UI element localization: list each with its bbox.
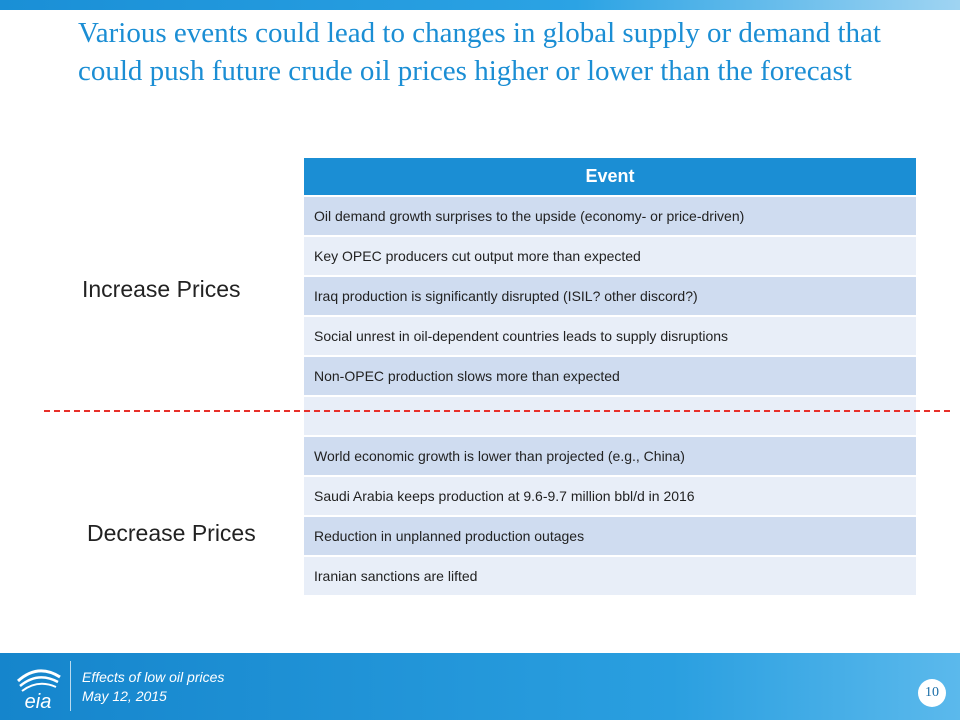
table-spacer-row bbox=[304, 396, 916, 437]
event-cell: Iraq production is significantly disrupt… bbox=[304, 276, 916, 317]
top-accent-bar bbox=[0, 0, 960, 10]
event-cell: Oil demand growth surprises to the upsid… bbox=[304, 196, 916, 237]
increase-prices-label: Increase Prices bbox=[82, 276, 241, 302]
footer-separator bbox=[70, 661, 71, 711]
decrease-prices-label: Decrease Prices bbox=[87, 520, 256, 546]
event-column-header: Event bbox=[304, 158, 916, 197]
event-table: Event Oil demand growth surprises to the… bbox=[304, 158, 916, 597]
table-row: Saudi Arabia keeps production at 9.6-9.7… bbox=[304, 476, 916, 517]
event-cell: Iranian sanctions are lifted bbox=[304, 556, 916, 597]
event-cell: Non-OPEC production slows more than expe… bbox=[304, 356, 916, 397]
table-row: Non-OPEC production slows more than expe… bbox=[304, 356, 916, 397]
increase-decrease-divider bbox=[44, 410, 950, 412]
footer-topic: Effects of low oil prices bbox=[82, 669, 225, 685]
table-row: Iraq production is significantly disrupt… bbox=[304, 276, 916, 317]
event-cell: Key OPEC producers cut output more than … bbox=[304, 236, 916, 277]
event-cell: Saudi Arabia keeps production at 9.6-9.7… bbox=[304, 476, 916, 517]
event-cell: World economic growth is lower than proj… bbox=[304, 436, 916, 477]
event-cell: Reduction in unplanned production outage… bbox=[304, 516, 916, 557]
spacer-cell bbox=[304, 396, 916, 437]
table-row: Iranian sanctions are lifted bbox=[304, 556, 916, 597]
slide-title: Various events could lead to changes in … bbox=[78, 17, 881, 87]
table-row: Oil demand growth surprises to the upsid… bbox=[304, 196, 916, 237]
table-row: Reduction in unplanned production outage… bbox=[304, 516, 916, 557]
footer-date: May 12, 2015 bbox=[82, 688, 167, 704]
table-header-row: Event bbox=[304, 158, 916, 197]
table-row: World economic growth is lower than proj… bbox=[304, 436, 916, 477]
eia-logo-icon: eia bbox=[16, 669, 61, 713]
logo-text: eia bbox=[25, 691, 52, 713]
footer-bar: eia Effects of low oil prices May 12, 20… bbox=[0, 653, 960, 720]
table-row: Social unrest in oil-dependent countries… bbox=[304, 316, 916, 357]
table-row: Key OPEC producers cut output more than … bbox=[304, 236, 916, 277]
event-cell: Social unrest in oil-dependent countries… bbox=[304, 316, 916, 357]
page-number: 10 bbox=[918, 679, 946, 707]
